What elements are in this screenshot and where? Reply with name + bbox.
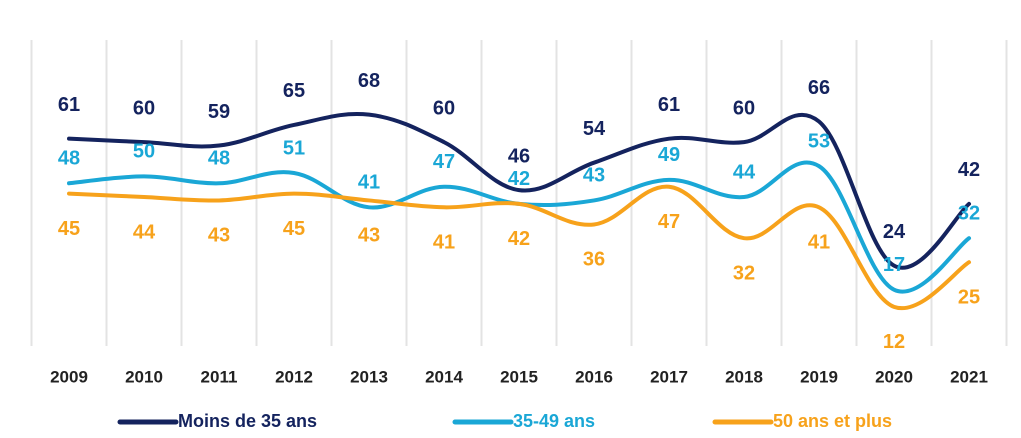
x-tick-label: 2011 (201, 367, 238, 386)
data-label: 43 (358, 225, 380, 247)
data-label: 32 (733, 262, 755, 284)
data-label: 45 (58, 218, 80, 240)
x-tick-label: 2010 (125, 367, 163, 386)
x-tick-label: 2009 (50, 367, 88, 386)
data-label: 53 (808, 130, 830, 152)
x-tick-label: 2016 (575, 367, 613, 386)
data-label: 32 (958, 202, 980, 224)
data-label: 41 (808, 232, 830, 254)
data-label: 50 (133, 141, 155, 163)
data-label: 68 (358, 70, 380, 92)
data-label: 43 (208, 225, 230, 247)
data-label: 46 (508, 145, 530, 167)
series-line (67, 160, 971, 294)
data-label: 47 (658, 211, 680, 233)
x-tick-label: 2014 (425, 367, 463, 386)
data-label: 25 (958, 286, 980, 308)
data-label: 61 (58, 94, 80, 116)
data-label: 17 (883, 254, 905, 276)
x-tick-label: 2015 (500, 367, 538, 386)
data-label: 44 (133, 221, 156, 243)
data-label: 12 (883, 331, 905, 353)
data-label: 48 (208, 148, 230, 170)
data-label: 65 (283, 80, 305, 102)
data-label: 61 (658, 94, 680, 116)
data-label: 60 (133, 97, 155, 119)
data-label: 41 (358, 172, 380, 194)
data-label: 42 (958, 159, 980, 181)
data-label: 47 (433, 151, 455, 173)
x-tick-label: 2018 (725, 367, 763, 386)
data-label: 60 (733, 97, 755, 119)
x-tick-label: 2017 (650, 367, 688, 386)
data-label: 44 (733, 161, 756, 183)
data-label: 66 (808, 77, 830, 99)
data-label: 48 (58, 148, 80, 170)
data-label: 54 (583, 118, 606, 140)
x-tick-label: 2013 (350, 367, 388, 386)
x-tick-label: 2020 (875, 367, 913, 386)
data-label: 24 (883, 221, 906, 243)
legend-label: 35-49 ans (513, 411, 595, 431)
legend-label: Moins de 35 ans (178, 411, 317, 431)
data-label: 60 (433, 97, 455, 119)
data-label: 42 (508, 228, 530, 250)
data-label: 59 (208, 101, 230, 123)
data-label: 42 (508, 168, 530, 190)
x-tick-label: 2021 (950, 367, 988, 386)
series-line (67, 184, 971, 311)
data-label: 51 (283, 137, 305, 159)
x-tick-label: 2012 (275, 367, 313, 386)
data-label: 36 (583, 249, 605, 271)
data-label: 49 (658, 144, 680, 166)
x-tick-label: 2019 (800, 367, 838, 386)
series-line (67, 112, 971, 270)
data-label: 43 (583, 165, 605, 187)
data-label: 41 (433, 232, 455, 254)
legend-label: 50 ans et plus (773, 411, 892, 431)
data-label: 45 (283, 218, 305, 240)
